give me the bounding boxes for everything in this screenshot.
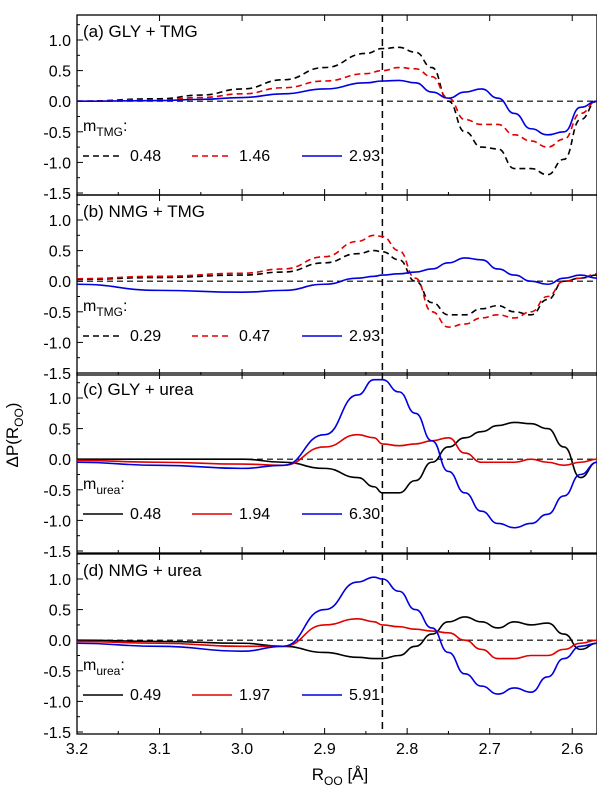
y-tick-label: -0.5 — [43, 664, 71, 681]
y-tick-label: -1.0 — [43, 694, 71, 711]
series-line-0.47 — [76, 234, 597, 328]
y-tick-label: 1.0 — [49, 391, 71, 408]
y-tick-label: -0.5 — [43, 305, 71, 322]
series-line-0.48 — [76, 421, 597, 494]
y-tick-label: 0.0 — [49, 633, 71, 650]
panels: -1.5-1.0-0.50.00.51.0(a) GLY + TMGmTMG:0… — [43, 14, 597, 758]
y-tick-label: 1.0 — [49, 33, 71, 50]
legend-title: murea: — [83, 657, 125, 678]
y-tick-label: 1.0 — [49, 213, 71, 230]
legend-label: 2.93 — [349, 328, 380, 345]
legend-label: 1.94 — [239, 506, 270, 523]
series-line-6.30 — [76, 378, 597, 529]
y-tick-label: -0.5 — [43, 125, 71, 142]
y-tick-label: -1.5 — [43, 544, 71, 561]
plot-frame — [76, 194, 597, 376]
x-axis-label: ROO [Å] — [312, 765, 368, 788]
y-tick-label: 0.5 — [49, 603, 71, 620]
y-tick-label: 0.5 — [49, 422, 71, 439]
legend-label: 0.48 — [130, 148, 161, 165]
x-tick-label: 2.9 — [313, 741, 335, 758]
panel-title: (c) GLY + urea — [83, 380, 194, 399]
y-tick-label: 0.0 — [49, 94, 71, 111]
series-line-5.91 — [76, 576, 597, 695]
y-tick-label: 0.0 — [49, 452, 71, 469]
x-tick-label: 3.1 — [148, 741, 170, 758]
y-tick-label: -1.0 — [43, 155, 71, 172]
series-line-1.94 — [76, 433, 597, 467]
y-tick-label: -1.5 — [43, 366, 71, 383]
series-line-2.93 — [76, 257, 597, 294]
series-line-0.48 — [76, 46, 597, 176]
x-tick-label: 2.6 — [561, 741, 583, 758]
legend-label: 0.49 — [130, 687, 161, 704]
plot-frame — [76, 14, 597, 196]
legend-label: 1.97 — [239, 687, 270, 704]
panel-b: -1.5-1.0-0.50.00.51.0(b) NMG + TMGmTMG:0… — [43, 194, 597, 383]
y-tick-label: -0.5 — [43, 483, 71, 500]
x-tick-label: 2.8 — [396, 741, 418, 758]
legend-label: 1.46 — [239, 148, 270, 165]
panel-title: (d) NMG + urea — [83, 561, 202, 580]
legend-title: murea: — [83, 476, 125, 497]
legend-label: 0.47 — [239, 328, 270, 345]
x-tick-label: 2.7 — [479, 741, 501, 758]
y-tick-label: -1.5 — [43, 186, 71, 203]
panel-title: (a) GLY + TMG — [83, 22, 198, 41]
y-axis-label: ΔP(ROO) — [3, 403, 26, 468]
y-tick-label: -1.0 — [43, 335, 71, 352]
y-tick-label: 0.0 — [49, 274, 71, 291]
panel-a: -1.5 -1.0 -0.5 0.0 0.5 1.0 (a) GLY + TMG mTMG:0… — [43, 14, 597, 203]
legend-label: 2.93 — [349, 148, 380, 165]
legend-title: mTMG: — [83, 118, 127, 139]
series-line-1.46 — [76, 66, 597, 148]
x-tick-label: 3.0 — [231, 741, 253, 758]
panel-d: -1.5 -1.0 -0.5 0.0 0.5 1.0 3.2 3.1 3.0 2.9 2.8 2.7 2… — [43, 553, 597, 758]
y-tick-label: 0.5 — [49, 64, 71, 81]
panel-c: -1.5 -1.0 -0.5 0.0 0.5 1.0 (c) GLY + urea murea… — [43, 372, 597, 561]
legend-label: 0.48 — [130, 506, 161, 523]
y-tick-label: 0.5 — [49, 244, 71, 261]
panel-title: (b) NMG + TMG — [83, 202, 205, 221]
x-tick-label: 3.2 — [66, 741, 88, 758]
legend-label: 5.91 — [349, 687, 380, 704]
legend-label: 0.29 — [130, 328, 161, 345]
series-line-2.93 — [76, 79, 597, 136]
series-line-1.97 — [76, 617, 597, 660]
legend-title: mTMG: — [83, 298, 127, 319]
y-tick-label: 1.0 — [49, 572, 71, 589]
y-tick-label: -1.5 — [43, 725, 71, 742]
series-line-0.29 — [76, 249, 597, 316]
y-tick-label: -1.0 — [43, 513, 71, 530]
legend-label: 6.30 — [349, 506, 380, 523]
